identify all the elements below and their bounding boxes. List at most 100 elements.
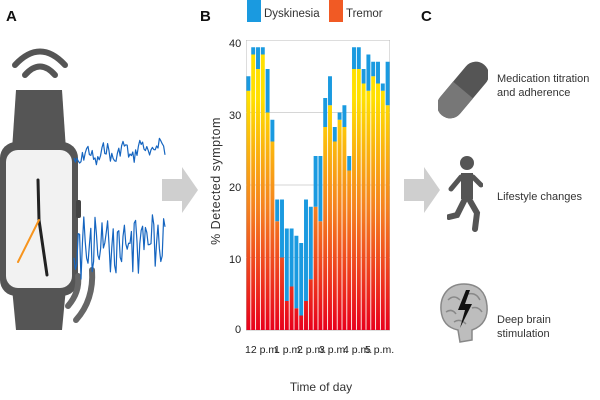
x-tick-label: 1 p.m. <box>274 344 304 356</box>
bar-dyskinesia <box>275 199 280 222</box>
bar-dyskinesia <box>356 47 361 69</box>
bar-dyskinesia <box>328 76 332 106</box>
legend-label-dyskinesia: Dyskinesia <box>264 8 320 20</box>
bar-dyskinesia <box>265 69 270 113</box>
bar-dyskinesia <box>332 127 337 142</box>
bar-tremor <box>366 90 371 330</box>
y-tick-label: 0 <box>235 324 242 336</box>
bar-tremor <box>332 141 337 330</box>
smartwatch-illustration <box>0 48 166 330</box>
legend-label-tremor: Tremor <box>346 8 383 20</box>
bar-tremor <box>318 221 323 330</box>
bar-tremor <box>299 315 304 330</box>
bar-tremor <box>342 127 347 330</box>
bar-dyskinesia <box>371 61 376 77</box>
wireless-signal-icon <box>12 48 68 78</box>
brain-icon <box>440 283 488 343</box>
panel-label-a: A <box>6 8 17 25</box>
x-tick-label: 3 p.m. <box>319 344 349 356</box>
bar-tremor <box>251 54 256 330</box>
bar-dyskinesia <box>337 112 342 120</box>
bar-tremor <box>294 308 299 330</box>
y-tick-label: 40 <box>229 38 242 50</box>
bar-tremor <box>304 301 308 330</box>
x-tick-label: 4 p.m. <box>343 344 373 356</box>
sensor-signal-trace-bottom <box>73 214 166 280</box>
panel-label-b: B <box>200 8 211 25</box>
watch-strap-bottom <box>12 288 66 330</box>
dbs-label: Deep brain stimulation <box>497 314 551 340</box>
bar-dyskinesia <box>318 156 323 222</box>
sensor-signal-trace-top <box>73 137 166 166</box>
symptom-bar-chart <box>246 40 390 331</box>
bar-tremor <box>289 286 294 330</box>
bar-dyskinesia <box>366 54 371 91</box>
bar-tremor <box>246 90 251 330</box>
bar-dyskinesia <box>323 98 328 127</box>
y-tick-label: 30 <box>229 110 242 122</box>
medication-label: Medication titration and adherence <box>497 73 590 99</box>
bar-dyskinesia <box>352 47 356 69</box>
bar-tremor <box>323 127 328 330</box>
bar-tremor <box>284 301 289 330</box>
lifestyle-label: Lifestyle changes <box>497 191 582 203</box>
bar-dyskinesia <box>380 83 385 91</box>
bar-tremor <box>280 257 284 330</box>
bar-dyskinesia <box>256 47 260 69</box>
bar-dyskinesia <box>246 76 251 91</box>
watch-second-hand <box>17 219 40 263</box>
bar-dyskinesia <box>361 69 366 84</box>
bar-tremor <box>270 141 275 330</box>
bar-tremor <box>260 54 265 330</box>
pill-icon <box>438 61 488 119</box>
bar-tremor <box>376 83 380 330</box>
bar-dyskinesia <box>270 119 275 142</box>
bar-tremor <box>385 105 390 330</box>
chart-legend: Dyskinesia Tremor <box>247 0 407 24</box>
bar-tremor <box>337 119 342 330</box>
x-tick-label: 5 p.m. <box>365 344 395 356</box>
bar-dyskinesia <box>260 47 265 55</box>
bar-dyskinesia <box>284 228 289 301</box>
bar-dyskinesia <box>251 47 256 55</box>
bar-tremor <box>313 206 318 330</box>
watch-hour-hand <box>36 178 41 222</box>
arrow-right-icon <box>162 167 198 213</box>
arrow-right-icon <box>404 167 440 213</box>
legend-swatch-tremor <box>329 0 343 22</box>
watch-strap-top <box>12 90 66 150</box>
bar-tremor <box>275 221 280 330</box>
bar-dyskinesia <box>347 156 352 171</box>
bar-tremor <box>371 76 376 330</box>
bar-tremor <box>352 69 356 330</box>
bar-tremor <box>256 69 260 330</box>
watch-crown <box>76 200 81 218</box>
bar-tremor <box>356 69 361 330</box>
bar-dyskinesia <box>313 156 318 207</box>
bar-dyskinesia <box>289 228 294 287</box>
x-tick-label: 12 p.m. <box>245 344 281 356</box>
vibration-icon <box>65 267 96 323</box>
bar-dyskinesia <box>299 243 304 316</box>
x-tick-label: 2 p.m. <box>297 344 327 356</box>
bar-tremor <box>380 90 385 330</box>
bar-dyskinesia <box>308 206 313 280</box>
running-person-icon <box>447 156 483 232</box>
bar-tremor <box>328 105 332 330</box>
x-axis-label: Time of day <box>289 380 353 394</box>
bar-dyskinesia <box>280 199 284 258</box>
y-axis-label: % Detected symptom <box>209 117 223 245</box>
bar-dyskinesia <box>294 235 299 309</box>
bar-tremor <box>361 83 366 330</box>
y-tick-label: 20 <box>229 182 242 194</box>
bar-tremor <box>265 112 270 330</box>
bar-tremor <box>308 279 313 330</box>
y-tick-label: 10 <box>229 254 242 266</box>
bar-dyskinesia <box>376 61 380 84</box>
watch-minute-hand <box>37 218 49 277</box>
panel-label-c: C <box>421 8 432 25</box>
bar-dyskinesia <box>304 199 308 301</box>
bar-dyskinesia <box>385 61 390 106</box>
bar-tremor <box>347 170 352 330</box>
bar-dyskinesia <box>342 105 347 127</box>
